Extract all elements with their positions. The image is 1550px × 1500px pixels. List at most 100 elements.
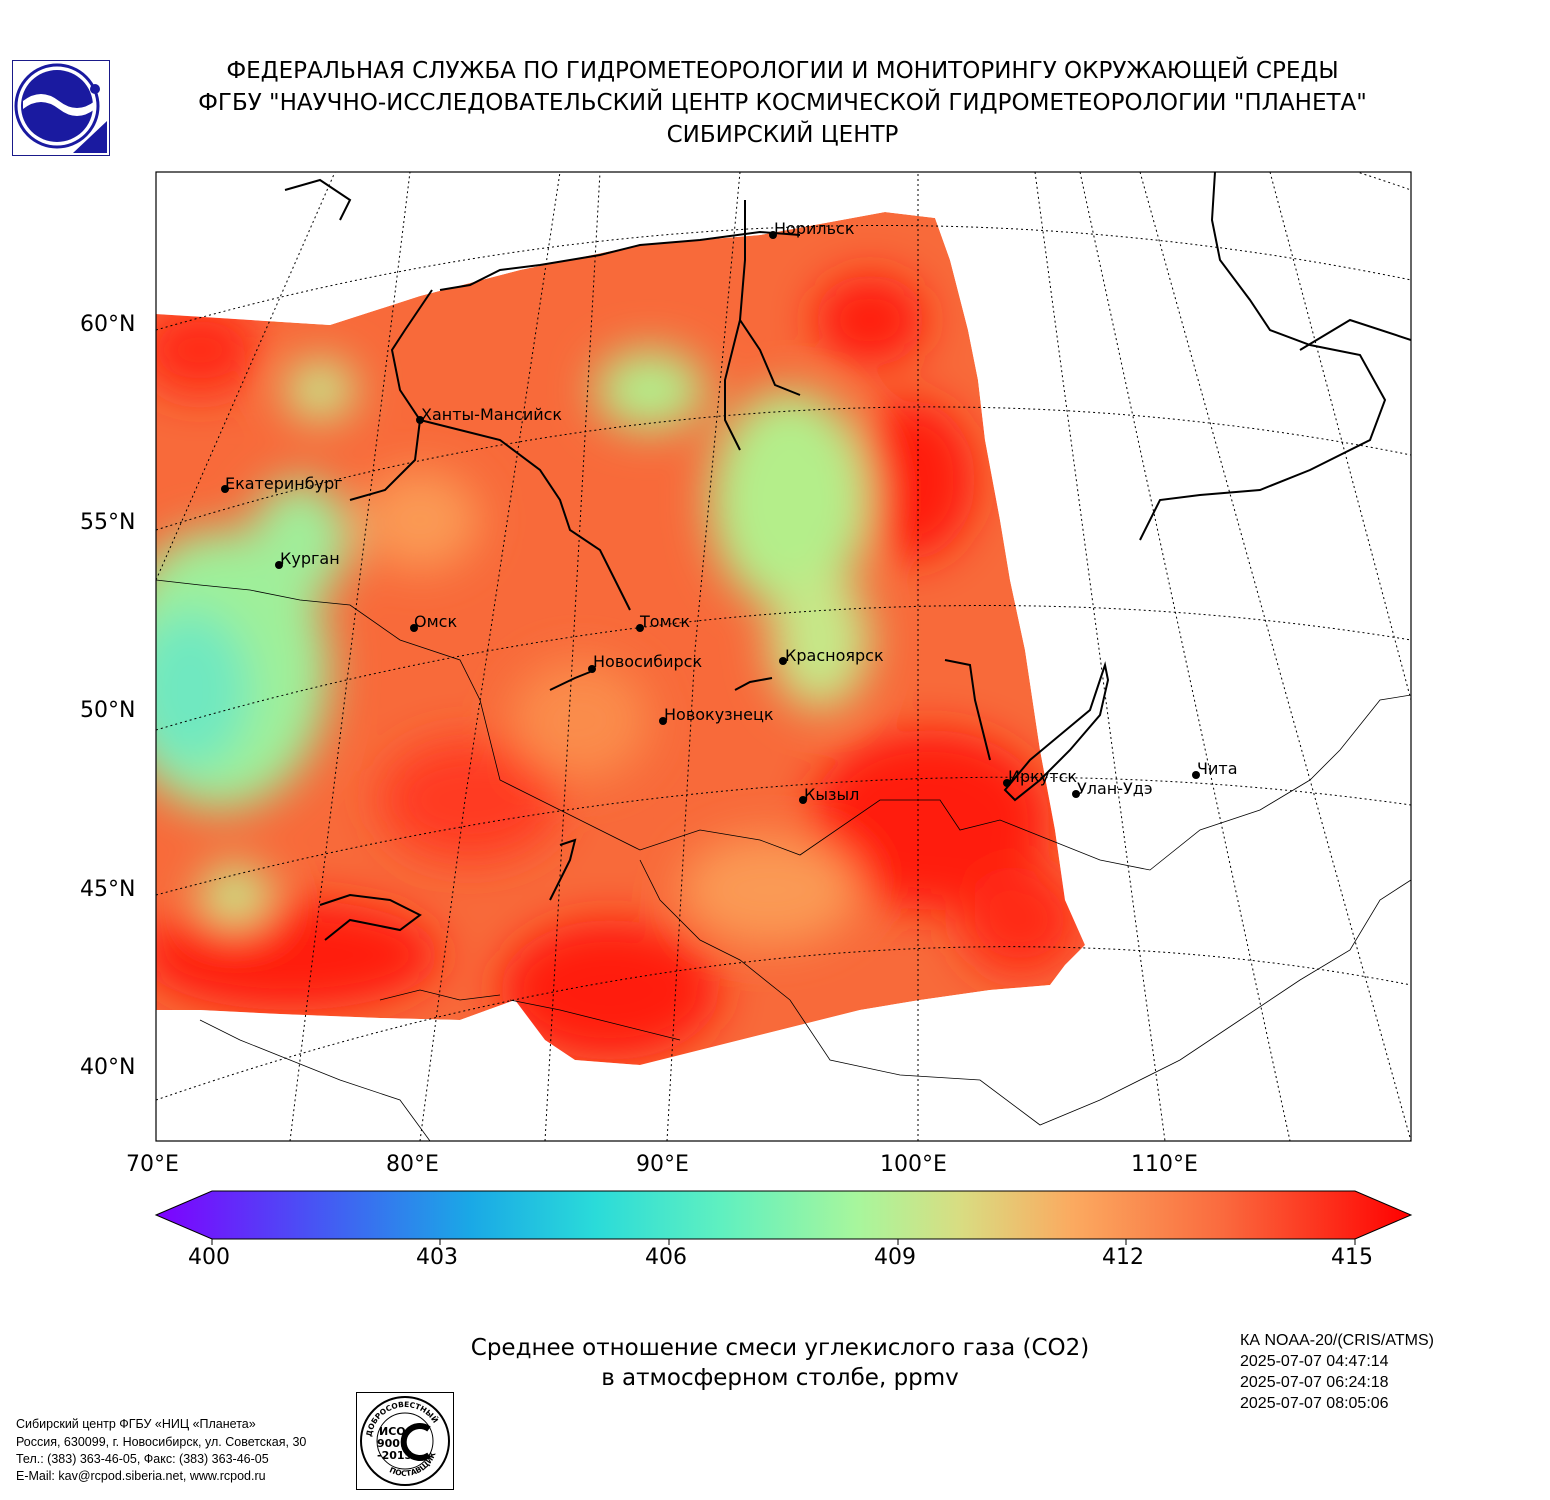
colorbar-tick: 400: [188, 1245, 230, 1270]
iso-text-2: 9001: [377, 1437, 408, 1450]
city-label: Улан-Удэ: [1077, 779, 1153, 798]
city-label: Норильск: [774, 219, 855, 238]
satellite-name: КА NOAA-20/(CRIS/ATMS): [1240, 1332, 1434, 1349]
china-border-south: [509, 999, 681, 1041]
city-dot: [410, 624, 418, 632]
co2-map: [154, 171, 1413, 1245]
satellite-time: 2025-07-07 08:05:06: [1240, 1395, 1389, 1412]
map-title-line-2: в атмосферном столбе, ppmv: [601, 1365, 959, 1391]
high-co2-north: [815, 275, 925, 365]
lon-label-70: 70°E: [126, 1152, 179, 1177]
contact-line: E-Mail: kav@rcpod.siberia.net, www.rcpod…: [16, 1469, 266, 1483]
city-dot: [1072, 790, 1080, 798]
yenisei-river: [738, 200, 801, 396]
map-title-line-1: Среднее отношение смеси углекислого газа…: [470, 1335, 1090, 1361]
header-line-2: ФГБУ "НАУЧНО-ИССЛЕДОВАТЕЛЬСКИЙ ЦЕНТР КОС…: [198, 90, 1367, 116]
city-dot: [221, 485, 229, 493]
mongolia-china-border: [639, 859, 1411, 1126]
khanka-lake: [734, 677, 773, 691]
contact-line: Россия, 630099, г. Новосибирск, ул. Сове…: [16, 1435, 307, 1449]
colorbar-tick: 409: [874, 1245, 916, 1270]
colorbar-tick: 412: [1102, 1245, 1144, 1270]
city-label: Чита: [1197, 759, 1238, 778]
city-label: Екатеринбург: [225, 474, 343, 493]
contact-line: Сибирский центр ФГБУ «НИЦ «Планета»: [16, 1417, 256, 1431]
teal-core: [156, 610, 250, 770]
meridian-115: [1269, 172, 1411, 701]
low-co2-north: [595, 350, 705, 430]
iso-badge: ДОБРОСОВЕСТНЫЙ ПОСТАВЩИК ИСО 9001 -2015: [356, 1392, 454, 1490]
city-dot: [659, 717, 667, 725]
city-label: Ханты-Мансийск: [421, 405, 563, 424]
central-asia-borders: [199, 1019, 431, 1141]
orange-patch-2: [680, 835, 860, 945]
planeta-globe-icon: [12, 60, 110, 156]
zaysan-lake: [549, 671, 591, 691]
parallel-50: [156, 605, 1411, 731]
lon-label-100: 100°E: [880, 1152, 947, 1177]
high-co2-east: [845, 400, 975, 560]
city-dot: [1003, 779, 1011, 787]
city-dot: [779, 657, 787, 665]
header-line-1: ФЕДЕРАЛЬНАЯ СЛУЖБА ПО ГИДРОМЕТЕОРОЛОГИИ …: [226, 58, 1339, 84]
ob-river: [390, 289, 631, 611]
high-co2-center: [380, 740, 560, 860]
kyrgyz-border: [379, 989, 501, 1001]
high-co2-southwest: [156, 900, 440, 1010]
city-label: Томск: [640, 612, 691, 631]
lon-label-90: 90°E: [636, 1152, 689, 1177]
city-dot: [1192, 771, 1200, 779]
city-label: Курган: [280, 549, 340, 568]
parallel-45: [156, 776, 1411, 896]
colorbar: [154, 1190, 1413, 1245]
lena-east: [1299, 318, 1411, 351]
baikal-lake: [1003, 661, 1110, 802]
parallel-40: [156, 946, 1411, 1101]
city-dot: [769, 231, 777, 239]
lat-label-50: 50°N: [80, 698, 136, 723]
balkhash-lake: [549, 838, 577, 901]
city-label: Кызыл: [804, 785, 860, 804]
north-coast: [284, 178, 352, 221]
angara-river: [944, 659, 991, 761]
header-line-3: СИБИРСКИЙ ЦЕНТР: [666, 122, 899, 148]
lat-label-40: 40°N: [80, 1055, 136, 1080]
city-dot: [275, 561, 283, 569]
high-co2-west: [156, 305, 260, 395]
city-label: Новосибирск: [593, 652, 703, 671]
lat-label-45: 45°N: [80, 877, 136, 902]
city-dot: [416, 416, 424, 424]
irtysh-river: [349, 419, 421, 501]
city-dot: [636, 624, 644, 632]
city-label: Красноярск: [785, 646, 884, 665]
low-co2-sw: [200, 865, 270, 925]
map-frame: [155, 171, 1412, 1142]
low-co2-east-band: [770, 570, 870, 710]
high-co2-south: [500, 920, 720, 1060]
iso-text-3: -2015: [377, 1449, 412, 1462]
city-dot: [588, 665, 596, 673]
orange-patch-1: [360, 470, 480, 570]
city-label: Иркутск: [1008, 767, 1078, 786]
colorbar-tick: 415: [1331, 1245, 1373, 1270]
lat-label-55: 55°N: [80, 510, 136, 535]
low-co2-kurgan: [250, 480, 350, 600]
meridian-100b: [1079, 172, 1291, 1141]
city-dot: [799, 796, 807, 804]
parallel-60: [156, 224, 1411, 331]
contact-line: Тел.: (383) 363-46-05, Факс: (383) 363-4…: [16, 1452, 269, 1466]
high-co2-southeast: [810, 730, 1050, 910]
low-co2-yenisei: [710, 390, 870, 610]
yenisei-lower: [724, 319, 741, 451]
low-co2-north2: [285, 360, 355, 420]
caspian-area: [319, 893, 422, 941]
colorbar-tick: 406: [645, 1245, 687, 1270]
satellite-time: 2025-07-07 04:47:14: [1240, 1353, 1389, 1370]
lena-river: [1139, 172, 1387, 541]
meridian-95: [544, 172, 601, 1141]
colorbar-tick: 403: [416, 1245, 458, 1270]
city-label: Новокузнецк: [664, 705, 774, 724]
iso-text-1: ИСО: [379, 1425, 406, 1438]
kazakhstan-border: [156, 579, 1411, 871]
north-coast-2: [439, 230, 801, 291]
